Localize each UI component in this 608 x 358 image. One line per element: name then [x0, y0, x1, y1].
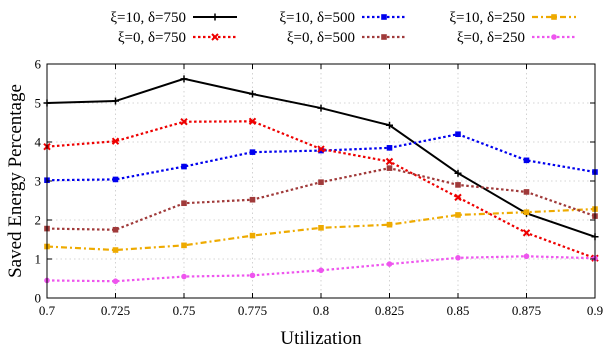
legend-label: ξ=10, δ=500	[279, 10, 355, 26]
y-tick-label: 3	[35, 174, 42, 189]
data-point	[523, 157, 530, 164]
legend-label: ξ=0, δ=750	[118, 30, 186, 46]
x-tick-label: 0.85	[447, 303, 470, 318]
data-point	[181, 200, 187, 207]
x-tick-label: 0.9	[587, 303, 603, 318]
legend-marker	[381, 14, 387, 20]
data-point	[318, 179, 324, 185]
legend-marker	[381, 34, 387, 40]
data-point	[455, 255, 461, 261]
y-tick-label: 0	[35, 291, 42, 306]
data-point	[455, 131, 461, 137]
data-point	[249, 232, 256, 239]
legend-entry: ξ=0, δ=250	[457, 30, 576, 46]
data-point	[249, 90, 256, 98]
data-point	[318, 147, 324, 154]
legend-entry: ξ=10, δ=250	[449, 10, 576, 26]
y-axis-title: Saved Energy Percentage	[5, 84, 26, 278]
axis-ticks: 0.7 0.725 0.75 0.775 0.8 0.825 0.85 0.875 0.9 0 1 2…	[35, 57, 604, 319]
legend-label: ξ=0, δ=500	[287, 30, 355, 46]
legend-entry: ξ=10, δ=500	[279, 10, 406, 26]
data-point	[112, 97, 119, 105]
data-point	[317, 104, 325, 112]
data-point	[112, 176, 119, 183]
data-point	[523, 209, 530, 215]
legend-marker	[551, 14, 557, 20]
data-point	[249, 196, 256, 203]
legend-marker	[211, 33, 219, 41]
y-tick-label: 2	[35, 213, 42, 228]
data-point	[385, 157, 394, 166]
data-point	[181, 242, 187, 249]
data-point	[454, 193, 462, 202]
data-point	[249, 149, 256, 155]
legend-entry: ξ=0, δ=500	[287, 30, 406, 46]
y-tick-label: 1	[35, 252, 42, 267]
data-point	[386, 145, 393, 151]
data-point	[111, 137, 120, 145]
x-tick-label: 0.8	[313, 303, 329, 318]
data-point	[318, 267, 324, 274]
data-point	[522, 229, 531, 237]
data-point	[318, 225, 324, 231]
legend-entry: ξ=0, δ=750	[118, 30, 237, 46]
x-tick-label: 0.75	[173, 303, 196, 318]
data-point	[112, 278, 119, 285]
data-point	[454, 169, 462, 177]
data-point	[455, 212, 461, 218]
legend-label: ξ=0, δ=250	[457, 30, 525, 46]
legend-marker	[211, 13, 219, 21]
legend-marker	[551, 34, 557, 40]
legend-label: ξ=10, δ=250	[449, 10, 525, 26]
x-tick-label: 0.875	[512, 303, 541, 318]
data-point	[249, 272, 256, 279]
data-point	[181, 163, 187, 170]
data-point	[523, 253, 530, 260]
data-point	[248, 117, 257, 126]
x-tick-label: 0.825	[375, 303, 404, 318]
data-point	[181, 273, 187, 280]
data-point	[317, 145, 325, 153]
data-point	[386, 165, 393, 171]
x-tick-label: 0.725	[101, 303, 130, 318]
data-point	[455, 182, 461, 188]
y-tick-label: 6	[35, 57, 42, 72]
data-point	[112, 226, 119, 233]
data-point	[180, 75, 188, 83]
x-tick-label: 0.775	[238, 303, 267, 318]
x-tick-label: 0.7	[39, 303, 56, 318]
x-axis-title: Utilization	[280, 328, 362, 349]
y-tick-label: 5	[35, 96, 42, 111]
data-point	[523, 189, 530, 195]
data-point	[386, 261, 393, 267]
series-layer	[43, 75, 599, 285]
legend-entry: ξ=10, δ=750	[110, 10, 237, 26]
data-point	[386, 121, 393, 129]
data-point	[386, 221, 393, 228]
series-line	[46, 255, 596, 283]
legend-label: ξ=10, δ=750	[110, 10, 186, 26]
y-tick-label: 4	[35, 135, 42, 150]
data-point	[180, 118, 188, 126]
legend: ξ=10, δ=750 ξ=10, δ=500 ξ=10, δ=250 ξ=0, δ=…	[110, 10, 576, 46]
data-point	[112, 247, 119, 253]
series-2	[44, 131, 598, 184]
